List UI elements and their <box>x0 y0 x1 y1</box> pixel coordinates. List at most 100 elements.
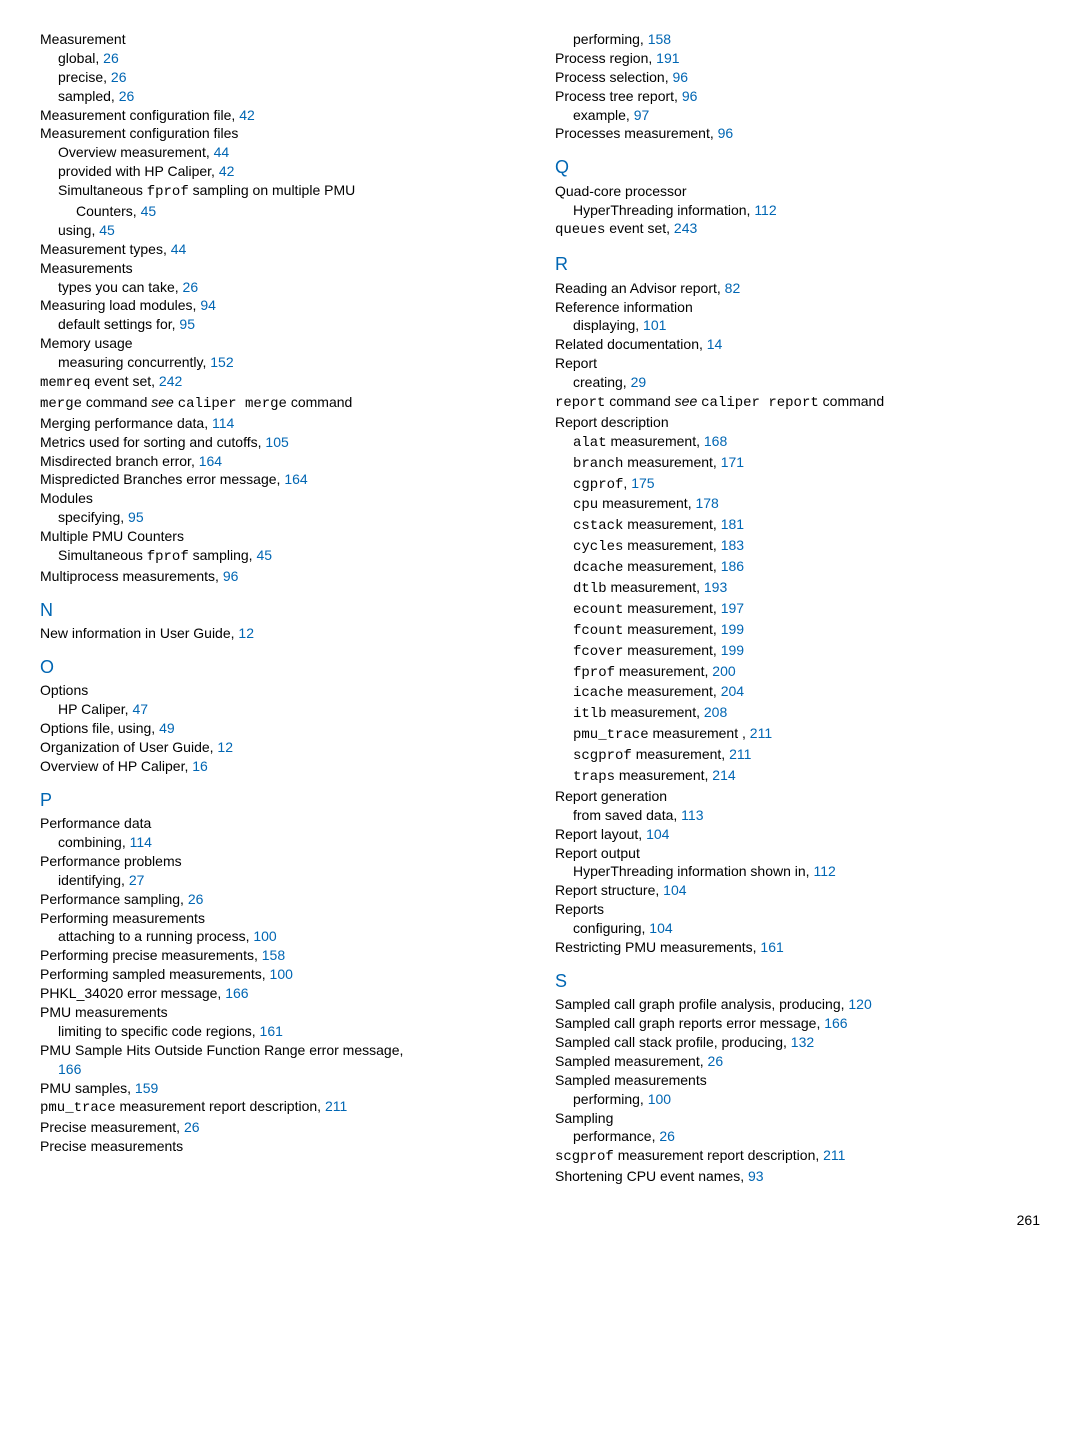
page-link[interactable]: 45 <box>256 547 272 563</box>
page-link[interactable]: 45 <box>99 222 115 238</box>
code-text: fprof <box>147 184 189 200</box>
page-link[interactable]: 211 <box>823 1147 845 1163</box>
page-link[interactable]: 94 <box>200 297 216 313</box>
index-text: Mispredicted Branches error message, <box>40 471 284 487</box>
page-link[interactable]: 104 <box>646 826 669 842</box>
page-link[interactable]: 26 <box>103 50 119 66</box>
page-link[interactable]: 14 <box>707 336 723 352</box>
page-link[interactable]: 47 <box>132 701 148 717</box>
page-link[interactable]: 26 <box>708 1053 724 1069</box>
page-link[interactable]: 42 <box>239 107 255 123</box>
page-link[interactable]: 120 <box>848 996 871 1012</box>
page-link[interactable]: 114 <box>130 834 152 850</box>
page-link[interactable]: 152 <box>210 354 233 370</box>
page-link[interactable]: 29 <box>631 374 647 390</box>
page-link[interactable]: 193 <box>704 579 727 595</box>
page-link[interactable]: 93 <box>748 1168 764 1184</box>
page-link[interactable]: 44 <box>214 144 230 160</box>
page-link[interactable]: 26 <box>119 88 135 104</box>
page-link[interactable]: 199 <box>721 642 744 658</box>
page-link[interactable]: 113 <box>681 807 703 823</box>
page-link[interactable]: 132 <box>791 1034 814 1050</box>
page-link[interactable]: 214 <box>712 767 735 783</box>
page-link[interactable]: 112 <box>813 863 835 879</box>
page-link[interactable]: 158 <box>262 947 285 963</box>
page-link[interactable]: 186 <box>721 558 744 574</box>
page-link[interactable]: 100 <box>253 928 276 944</box>
page-link[interactable]: 181 <box>721 516 744 532</box>
page-link[interactable]: 95 <box>128 509 144 525</box>
page-link[interactable]: 166 <box>225 985 248 1001</box>
index-text: measuring concurrently, <box>58 354 210 370</box>
page-link[interactable]: 49 <box>159 720 175 736</box>
page-link[interactable]: 183 <box>721 537 744 553</box>
page-link[interactable]: 101 <box>643 317 666 333</box>
code-text: memreq <box>40 375 90 391</box>
page-link[interactable]: 44 <box>171 241 187 257</box>
page-link[interactable]: 211 <box>729 746 751 762</box>
index-text: Performing precise measurements, <box>40 947 262 963</box>
page-link[interactable]: 178 <box>695 495 718 511</box>
page-link[interactable]: 96 <box>682 88 698 104</box>
page-link[interactable]: 164 <box>284 471 307 487</box>
page-link[interactable]: 114 <box>212 415 234 431</box>
page-link[interactable]: 12 <box>238 625 254 641</box>
page-link[interactable]: 104 <box>663 882 686 898</box>
page-link[interactable]: 161 <box>760 939 783 955</box>
page-link[interactable]: 26 <box>188 891 204 907</box>
page-link[interactable]: 16 <box>192 758 208 774</box>
index-entry: 166 <box>58 1060 525 1079</box>
page-link[interactable]: 197 <box>721 600 744 616</box>
page-link[interactable]: 100 <box>270 966 293 982</box>
page-link[interactable]: 45 <box>141 203 157 219</box>
page-link[interactable]: 168 <box>704 433 727 449</box>
page-link[interactable]: 164 <box>199 453 222 469</box>
index-text: New information in User Guide, <box>40 625 238 641</box>
page-link[interactable]: 27 <box>129 872 145 888</box>
page-link[interactable]: 26 <box>111 69 127 85</box>
page-link[interactable]: 96 <box>223 568 239 584</box>
index-text: command <box>819 393 884 409</box>
page-link[interactable]: 199 <box>721 621 744 637</box>
page-link[interactable]: 26 <box>659 1128 675 1144</box>
index-entry: Options <box>40 681 525 700</box>
page-link[interactable]: 12 <box>217 739 233 755</box>
page-link[interactable]: 211 <box>325 1098 347 1114</box>
page-link[interactable]: 161 <box>260 1023 283 1039</box>
index-entry: New information in User Guide, 12 <box>40 624 525 643</box>
page-link[interactable]: 171 <box>721 454 744 470</box>
page-link[interactable]: 175 <box>631 475 654 491</box>
page-link[interactable]: 26 <box>183 279 199 295</box>
page-link[interactable]: 166 <box>824 1015 847 1031</box>
page-link[interactable]: 105 <box>265 434 288 450</box>
page-link[interactable]: 191 <box>656 50 679 66</box>
page-link[interactable]: 82 <box>725 280 741 296</box>
index-text: Shortening CPU event names, <box>555 1168 748 1184</box>
page-link[interactable]: 166 <box>58 1061 81 1077</box>
page-link[interactable]: 26 <box>184 1119 200 1135</box>
page-link[interactable]: 96 <box>718 125 734 141</box>
page-link[interactable]: 42 <box>219 163 235 179</box>
page-link[interactable]: 204 <box>721 683 744 699</box>
index-entry: Reading an Advisor report, 82 <box>555 279 1040 298</box>
page-link[interactable]: 112 <box>754 202 776 218</box>
page-link[interactable]: 95 <box>179 316 195 332</box>
page-link[interactable]: 104 <box>649 920 672 936</box>
page-link[interactable]: 243 <box>674 220 697 236</box>
index-text: measurement, <box>623 683 720 699</box>
index-entry: example, 97 <box>573 106 1040 125</box>
page-link[interactable]: 211 <box>750 725 772 741</box>
code-text: ecount <box>573 602 623 618</box>
index-text: Performing sampled measurements, <box>40 966 270 982</box>
page-link[interactable]: 100 <box>648 1091 671 1107</box>
index-text: attaching to a running process, <box>58 928 253 944</box>
page-link[interactable]: 242 <box>159 373 182 389</box>
page-link[interactable]: 200 <box>712 663 735 679</box>
index-entry: Merging performance data, 114 <box>40 414 525 433</box>
page-link[interactable]: 158 <box>648 31 671 47</box>
page-link[interactable]: 97 <box>634 107 650 123</box>
page-link[interactable]: 159 <box>135 1080 158 1096</box>
index-text: Precise measurements <box>40 1138 183 1154</box>
page-link[interactable]: 96 <box>673 69 689 85</box>
page-link[interactable]: 208 <box>704 704 727 720</box>
